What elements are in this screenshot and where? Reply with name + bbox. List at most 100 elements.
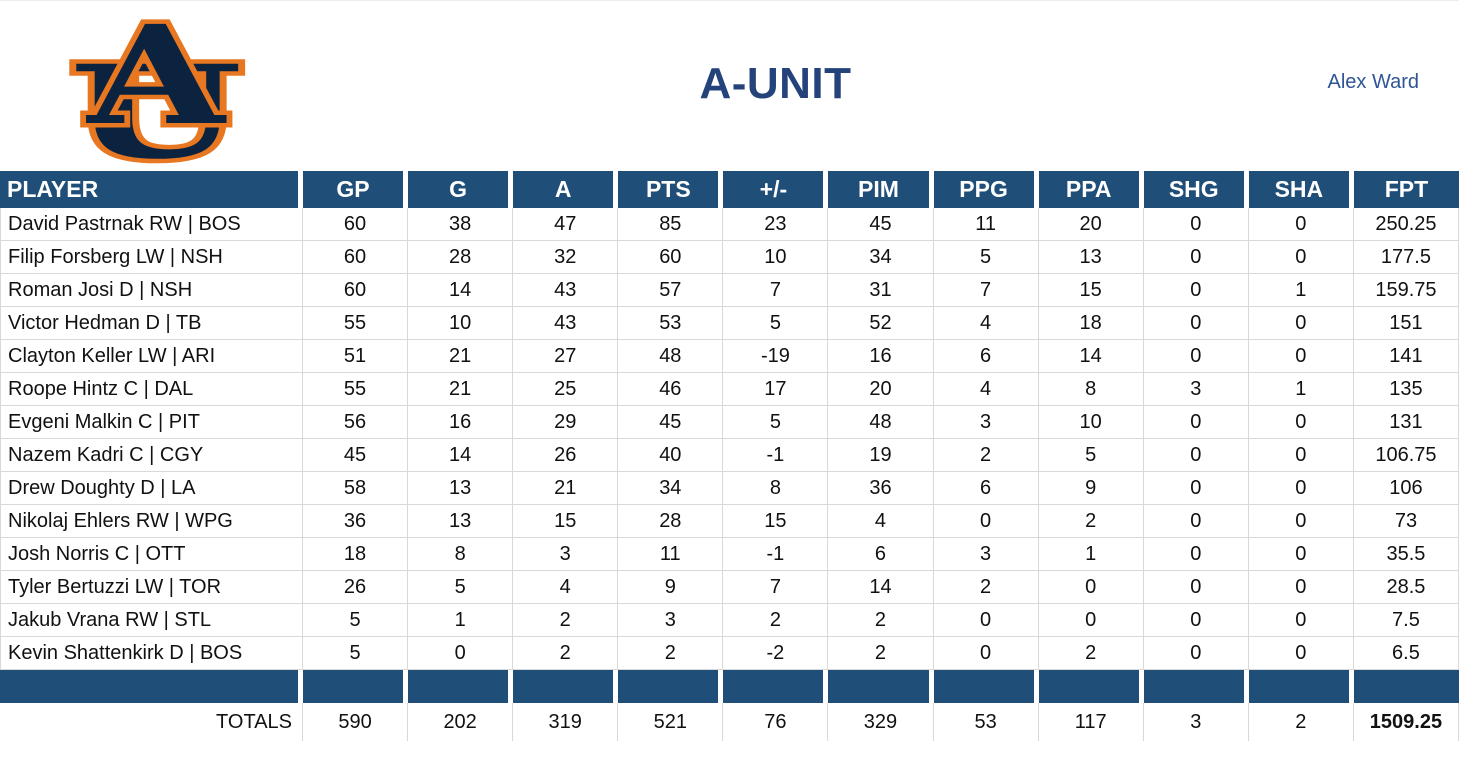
stat-cell-ppa[interactable]: 0 — [1038, 571, 1144, 604]
stat-cell-gp[interactable]: 45 — [303, 439, 409, 472]
header-cell-shg[interactable]: SHG — [1143, 171, 1249, 208]
stat-cell-gp[interactable]: 18 — [303, 538, 409, 571]
stat-cell-a[interactable]: 47 — [513, 208, 619, 241]
player-name-cell[interactable]: Victor Hedman D | TB — [0, 307, 303, 340]
player-name-cell[interactable]: Clayton Keller LW | ARI — [0, 340, 303, 373]
stat-cell-pim[interactable]: 14 — [828, 571, 934, 604]
player-name-cell[interactable]: David Pastrnak RW | BOS — [0, 208, 303, 241]
stat-cell-ppg[interactable]: 11 — [933, 208, 1039, 241]
stat-cell-pts[interactable]: 34 — [618, 472, 724, 505]
stat-cell-fpt[interactable]: 177.5 — [1353, 241, 1459, 274]
stat-cell-pim[interactable]: 20 — [828, 373, 934, 406]
stat-cell-a[interactable]: 32 — [513, 241, 619, 274]
stat-cell-g[interactable]: 1 — [408, 604, 514, 637]
stat-cell-plus-minus[interactable]: -19 — [723, 340, 829, 373]
stat-cell-g[interactable]: 0 — [408, 637, 514, 670]
stat-cell-ppa[interactable]: 0 — [1038, 604, 1144, 637]
header-cell-gp[interactable]: GP — [303, 171, 409, 208]
stat-cell-sha[interactable]: 0 — [1248, 538, 1354, 571]
stat-cell-shg[interactable]: 0 — [1143, 505, 1249, 538]
stat-cell-a[interactable]: 2 — [513, 637, 619, 670]
totals-cell-fpt[interactable]: 1509.25 — [1354, 703, 1459, 741]
stat-cell-pts[interactable]: 40 — [618, 439, 724, 472]
stat-cell-ppg[interactable]: 6 — [933, 340, 1039, 373]
stat-cell-gp[interactable]: 56 — [303, 406, 409, 439]
stat-cell-pts[interactable]: 2 — [618, 637, 724, 670]
stat-cell-g[interactable]: 21 — [408, 373, 514, 406]
player-name-cell[interactable]: Tyler Bertuzzi LW | TOR — [0, 571, 303, 604]
stat-cell-sha[interactable]: 0 — [1248, 241, 1354, 274]
header-cell-ppg[interactable]: PPG — [933, 171, 1039, 208]
stat-cell-ppa[interactable]: 13 — [1038, 241, 1144, 274]
totals-cell-pim[interactable]: 329 — [828, 703, 934, 741]
stat-cell-shg[interactable]: 0 — [1143, 208, 1249, 241]
separator-cell-gp[interactable] — [303, 670, 409, 703]
totals-cell-ppa[interactable]: 117 — [1039, 703, 1144, 741]
header-cell-player[interactable]: PLAYER — [0, 171, 303, 208]
stat-cell-gp[interactable]: 55 — [303, 307, 409, 340]
separator-cell-player[interactable] — [0, 670, 303, 703]
totals-cell-gp[interactable]: 590 — [303, 703, 409, 741]
stat-cell-g[interactable]: 28 — [408, 241, 514, 274]
totals-cell-ppg[interactable]: 53 — [934, 703, 1039, 741]
stat-cell-plus-minus[interactable]: 10 — [723, 241, 829, 274]
stat-cell-plus-minus[interactable]: 23 — [723, 208, 829, 241]
stat-cell-g[interactable]: 14 — [408, 439, 514, 472]
stat-cell-gp[interactable]: 60 — [303, 274, 409, 307]
stat-cell-gp[interactable]: 58 — [303, 472, 409, 505]
stat-cell-gp[interactable]: 60 — [303, 241, 409, 274]
stat-cell-sha[interactable]: 0 — [1248, 307, 1354, 340]
stat-cell-gp[interactable]: 5 — [303, 637, 409, 670]
header-cell-pim[interactable]: PIM — [828, 171, 934, 208]
stat-cell-plus-minus[interactable]: 7 — [723, 571, 829, 604]
stat-cell-ppg[interactable]: 3 — [933, 538, 1039, 571]
stat-cell-pts[interactable]: 28 — [618, 505, 724, 538]
stat-cell-sha[interactable]: 0 — [1248, 571, 1354, 604]
stat-cell-ppa[interactable]: 15 — [1038, 274, 1144, 307]
player-name-cell[interactable]: Kevin Shattenkirk D | BOS — [0, 637, 303, 670]
totals-cell-g[interactable]: 202 — [408, 703, 514, 741]
stat-cell-fpt[interactable]: 141 — [1353, 340, 1459, 373]
stat-cell-a[interactable]: 27 — [513, 340, 619, 373]
stat-cell-sha[interactable]: 0 — [1248, 637, 1354, 670]
player-name-cell[interactable]: Josh Norris C | OTT — [0, 538, 303, 571]
stat-cell-sha[interactable]: 0 — [1248, 604, 1354, 637]
totals-cell-pts[interactable]: 521 — [618, 703, 724, 741]
stat-cell-g[interactable]: 16 — [408, 406, 514, 439]
stat-cell-shg[interactable]: 0 — [1143, 340, 1249, 373]
header-cell-fpt[interactable]: FPT — [1353, 171, 1459, 208]
player-name-cell[interactable]: Drew Doughty D | LA — [0, 472, 303, 505]
player-name-cell[interactable]: Filip Forsberg LW | NSH — [0, 241, 303, 274]
stat-cell-pts[interactable]: 9 — [618, 571, 724, 604]
header-cell-g[interactable]: G — [408, 171, 514, 208]
header-cell-ppa[interactable]: PPA — [1038, 171, 1144, 208]
stat-cell-plus-minus[interactable]: 5 — [723, 307, 829, 340]
stat-cell-pts[interactable]: 53 — [618, 307, 724, 340]
stat-cell-shg[interactable]: 0 — [1143, 538, 1249, 571]
stat-cell-ppg[interactable]: 2 — [933, 439, 1039, 472]
stat-cell-fpt[interactable]: 159.75 — [1353, 274, 1459, 307]
stat-cell-pim[interactable]: 45 — [828, 208, 934, 241]
stat-cell-a[interactable]: 3 — [513, 538, 619, 571]
stat-cell-sha[interactable]: 1 — [1248, 373, 1354, 406]
stat-cell-plus-minus[interactable]: 5 — [723, 406, 829, 439]
stat-cell-pim[interactable]: 4 — [828, 505, 934, 538]
separator-cell-shg[interactable] — [1143, 670, 1249, 703]
stat-cell-pim[interactable]: 2 — [828, 637, 934, 670]
stat-cell-fpt[interactable]: 35.5 — [1353, 538, 1459, 571]
stat-cell-sha[interactable]: 1 — [1248, 274, 1354, 307]
stat-cell-ppg[interactable]: 0 — [933, 505, 1039, 538]
separator-cell-pim[interactable] — [828, 670, 934, 703]
stat-cell-g[interactable]: 21 — [408, 340, 514, 373]
stat-cell-ppa[interactable]: 2 — [1038, 637, 1144, 670]
stat-cell-fpt[interactable]: 7.5 — [1353, 604, 1459, 637]
stat-cell-pim[interactable]: 36 — [828, 472, 934, 505]
stat-cell-ppa[interactable]: 10 — [1038, 406, 1144, 439]
stat-cell-gp[interactable]: 26 — [303, 571, 409, 604]
player-name-cell[interactable]: Roman Josi D | NSH — [0, 274, 303, 307]
stat-cell-a[interactable]: 29 — [513, 406, 619, 439]
stat-cell-a[interactable]: 26 — [513, 439, 619, 472]
stat-cell-ppa[interactable]: 20 — [1038, 208, 1144, 241]
stat-cell-fpt[interactable]: 73 — [1353, 505, 1459, 538]
stat-cell-fpt[interactable]: 250.25 — [1353, 208, 1459, 241]
